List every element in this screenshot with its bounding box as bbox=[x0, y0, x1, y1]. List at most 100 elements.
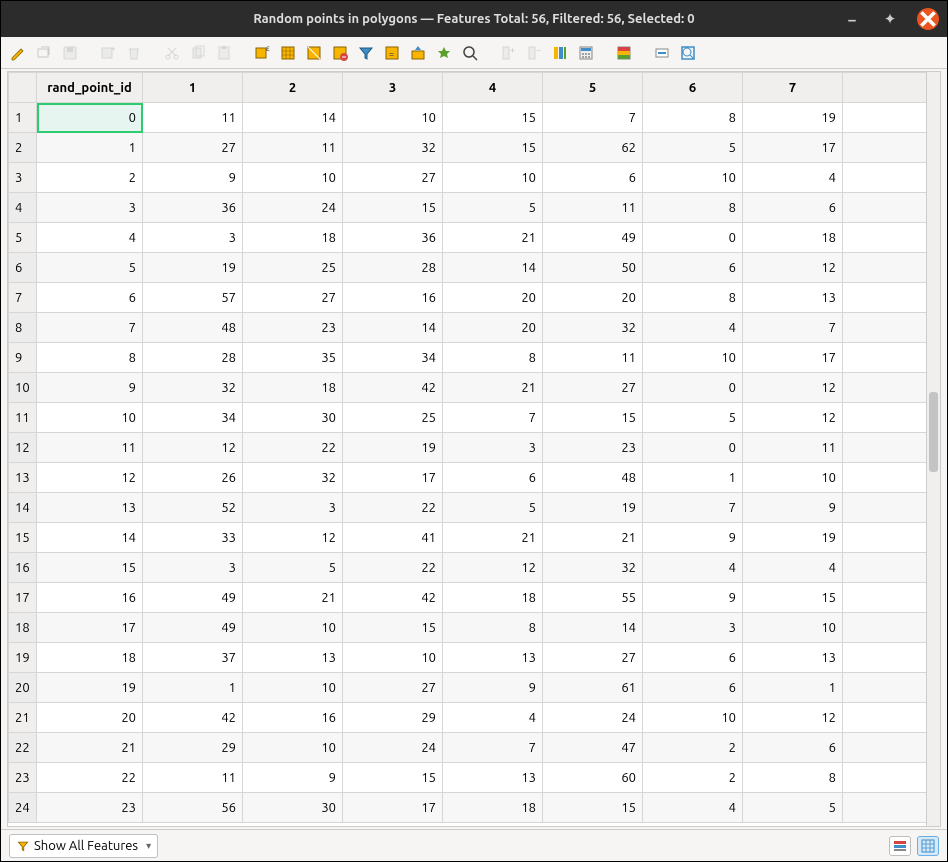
cell[interactable]: 4 bbox=[443, 703, 543, 733]
cell[interactable]: 11 bbox=[743, 433, 843, 463]
table-row[interactable]: 3291027106104 bbox=[9, 163, 940, 193]
cell[interactable]: 15 bbox=[343, 193, 443, 223]
row-header[interactable]: 7 bbox=[9, 283, 37, 313]
cell[interactable]: 17 bbox=[343, 793, 443, 823]
cell[interactable]: 62 bbox=[543, 133, 643, 163]
cell[interactable]: 13 bbox=[243, 643, 343, 673]
cell[interactable]: 4 bbox=[743, 163, 843, 193]
cell[interactable]: 15 bbox=[37, 553, 143, 583]
cell[interactable]: 13 bbox=[743, 643, 843, 673]
cell[interactable]: 20 bbox=[443, 283, 543, 313]
table-row[interactable]: 232211915136028 bbox=[9, 763, 940, 793]
cell[interactable]: 19 bbox=[343, 433, 443, 463]
cell[interactable]: 19 bbox=[37, 673, 143, 703]
feature-filter-combo[interactable]: Show All Features ▾ bbox=[9, 834, 158, 858]
cell[interactable]: 11 bbox=[37, 433, 143, 463]
cell[interactable]: 4 bbox=[643, 313, 743, 343]
table-row[interactable]: 765727162020813 bbox=[9, 283, 940, 313]
cell[interactable]: 10 bbox=[443, 163, 543, 193]
cell[interactable]: 11 bbox=[243, 133, 343, 163]
column-header[interactable]: 2 bbox=[243, 73, 343, 103]
table-row[interactable]: 4336241551186 bbox=[9, 193, 940, 223]
cell[interactable]: 15 bbox=[443, 103, 543, 133]
row-header[interactable]: 23 bbox=[9, 763, 37, 793]
cell[interactable]: 47 bbox=[543, 733, 643, 763]
cell[interactable]: 15 bbox=[343, 613, 443, 643]
cell[interactable]: 11 bbox=[543, 193, 643, 223]
cell[interactable]: 3 bbox=[443, 433, 543, 463]
cell[interactable]: 4 bbox=[37, 223, 143, 253]
cell[interactable]: 3 bbox=[643, 613, 743, 643]
table-row[interactable]: 212711321562517 bbox=[9, 133, 940, 163]
cell[interactable]: 18 bbox=[243, 223, 343, 253]
cell[interactable]: 22 bbox=[343, 553, 443, 583]
cell[interactable]: 8 bbox=[743, 763, 843, 793]
cell[interactable]: 6 bbox=[743, 193, 843, 223]
actions-icon[interactable] bbox=[651, 42, 673, 64]
cell[interactable]: 17 bbox=[743, 133, 843, 163]
cell[interactable]: 49 bbox=[143, 613, 243, 643]
cell[interactable]: 14 bbox=[443, 253, 543, 283]
row-header[interactable]: 10 bbox=[9, 373, 37, 403]
cell[interactable]: 11 bbox=[543, 343, 643, 373]
row-header[interactable]: 22 bbox=[9, 733, 37, 763]
row-header[interactable]: 6 bbox=[9, 253, 37, 283]
cell[interactable]: 9 bbox=[243, 763, 343, 793]
cell[interactable]: 12 bbox=[743, 253, 843, 283]
cell[interactable]: 18 bbox=[443, 793, 543, 823]
cell[interactable]: 25 bbox=[343, 403, 443, 433]
cell[interactable]: 29 bbox=[143, 733, 243, 763]
cell[interactable]: 5 bbox=[443, 193, 543, 223]
conditional-formatting-icon[interactable] bbox=[613, 42, 635, 64]
cell[interactable]: 0 bbox=[37, 103, 143, 133]
table-row[interactable]: 982835348111017 bbox=[9, 343, 940, 373]
cell[interactable]: 34 bbox=[343, 343, 443, 373]
cell[interactable]: 22 bbox=[343, 493, 443, 523]
cell[interactable]: 10 bbox=[643, 703, 743, 733]
column-header[interactable]: 1 bbox=[143, 73, 243, 103]
cell[interactable]: 16 bbox=[37, 583, 143, 613]
cell[interactable]: 6 bbox=[643, 643, 743, 673]
cell[interactable]: 20 bbox=[37, 703, 143, 733]
table-row[interactable]: 1211122219323011 bbox=[9, 433, 940, 463]
cell[interactable]: 32 bbox=[343, 133, 443, 163]
cell[interactable]: 26 bbox=[143, 463, 243, 493]
cell[interactable]: 9 bbox=[743, 493, 843, 523]
cell[interactable]: 36 bbox=[143, 193, 243, 223]
cell[interactable]: 22 bbox=[243, 433, 343, 463]
cell[interactable]: 9 bbox=[143, 163, 243, 193]
row-header[interactable]: 16 bbox=[9, 553, 37, 583]
cell[interactable]: 8 bbox=[443, 613, 543, 643]
cell[interactable]: 4 bbox=[643, 793, 743, 823]
cell[interactable]: 10 bbox=[343, 103, 443, 133]
cell[interactable]: 15 bbox=[543, 403, 643, 433]
cell[interactable]: 23 bbox=[37, 793, 143, 823]
cell[interactable]: 29 bbox=[343, 703, 443, 733]
cell[interactable]: 21 bbox=[543, 523, 643, 553]
cell[interactable]: 21 bbox=[443, 223, 543, 253]
column-header[interactable]: 4 bbox=[443, 73, 543, 103]
cell[interactable]: 8 bbox=[643, 283, 743, 313]
cell[interactable]: 32 bbox=[243, 463, 343, 493]
table-row[interactable]: 16153522123244 bbox=[9, 553, 940, 583]
cell[interactable]: 19 bbox=[743, 523, 843, 553]
cell[interactable]: 32 bbox=[543, 553, 643, 583]
cell[interactable]: 6 bbox=[443, 463, 543, 493]
row-header[interactable]: 12 bbox=[9, 433, 37, 463]
cell[interactable]: 48 bbox=[143, 313, 243, 343]
cell[interactable]: 13 bbox=[443, 643, 543, 673]
cell[interactable]: 5 bbox=[743, 793, 843, 823]
cell[interactable]: 3 bbox=[243, 493, 343, 523]
cell[interactable]: 21 bbox=[443, 523, 543, 553]
cell[interactable]: 9 bbox=[643, 523, 743, 553]
cell[interactable]: 24 bbox=[543, 703, 643, 733]
row-header[interactable]: 14 bbox=[9, 493, 37, 523]
cell[interactable]: 17 bbox=[37, 613, 143, 643]
cell[interactable]: 2 bbox=[643, 733, 743, 763]
cell[interactable]: 49 bbox=[143, 583, 243, 613]
table-row[interactable]: 17164921421855915 bbox=[9, 583, 940, 613]
cell[interactable]: 42 bbox=[343, 373, 443, 403]
cell[interactable]: 2 bbox=[37, 163, 143, 193]
cell[interactable]: 11 bbox=[143, 103, 243, 133]
row-header[interactable]: 3 bbox=[9, 163, 37, 193]
